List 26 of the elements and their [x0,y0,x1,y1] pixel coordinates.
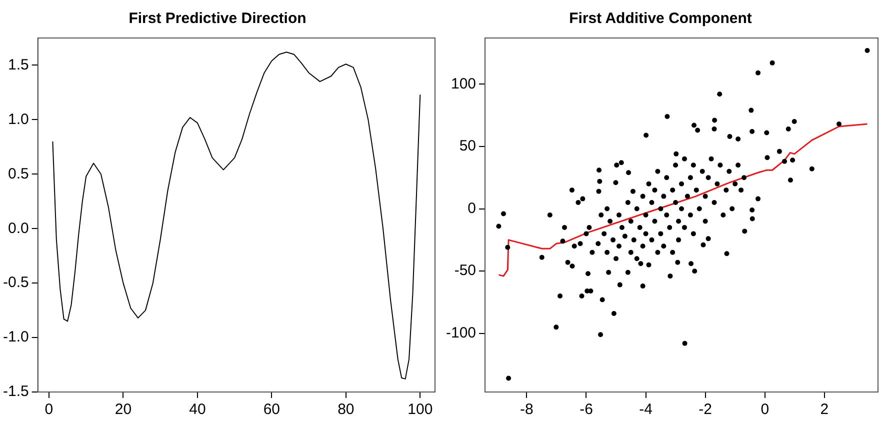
y-tick-label: 0 [468,200,476,217]
chart-title: First Predictive Direction [128,10,306,28]
y-tick-label: 0.5 [8,165,29,182]
x-tick-label: 20 [114,401,132,418]
y-tick-label: 1.0 [8,110,29,128]
x-tick-label: 0 [760,401,770,418]
y-tick-label: -100 [446,324,476,342]
x-tick-label: 80 [338,401,354,418]
x-tick-label: 60 [263,401,280,418]
y-tick-label: -50 [454,262,476,280]
x-tick-label: -2 [698,401,712,418]
x-tick-label: 2 [820,401,829,418]
y-tick-label: 1.5 [8,56,29,74]
y-tick-label: 50 [459,138,476,155]
x-tick-label: -4 [639,401,652,418]
y-tick-label: -1.0 [2,328,29,346]
x-tick-label: -8 [520,401,534,418]
x-tick-label: 40 [189,401,206,418]
x-tick-label: 100 [408,401,433,418]
chart-title: First Additive Component [569,10,752,28]
y-tick-label: 0.0 [8,220,29,237]
x-tick-label: -6 [580,401,593,418]
y-tick-label: -1.5 [2,383,29,400]
y-tick-label: -0.5 [2,274,29,292]
x-tick-label: 0 [44,401,54,418]
y-tick-label: 100 [450,75,476,92]
